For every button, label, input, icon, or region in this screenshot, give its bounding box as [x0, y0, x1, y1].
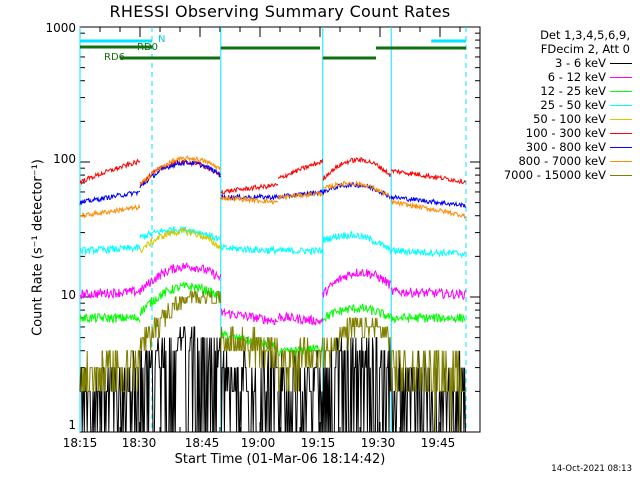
legend-item-label: 50 - 100 keV: [533, 112, 606, 126]
legend-swatch: [610, 174, 632, 176]
flag-label-rd6: RD6: [104, 52, 126, 63]
y-tick-label-10: 10: [60, 288, 76, 302]
legend-swatch: [610, 90, 632, 92]
x-tick-label: 18:45: [184, 436, 220, 450]
y-tick-label-1000: 1000: [45, 21, 76, 35]
legend-item-label: 800 - 7000 keV: [518, 154, 606, 168]
legend-item-label: 300 - 800 keV: [525, 140, 606, 154]
legend-item-label: 3 - 6 keV: [555, 56, 606, 70]
series-line-800-7000kev: [79, 155, 466, 220]
legend-item-label: 100 - 300 keV: [525, 126, 606, 140]
legend-item-label: 7000 - 15000 keV: [503, 168, 606, 182]
y-tick-label-1: 1: [68, 418, 76, 432]
y-tick-label-100: 100: [53, 152, 76, 166]
legend-swatch: [610, 76, 632, 78]
legend-swatch: [610, 146, 632, 148]
legend-item: 25 - 50 keV: [482, 98, 638, 112]
series-line-50-100kev: [139, 226, 222, 254]
series-line-25-50kev: [79, 226, 466, 259]
legend-item: 7000 - 15000 keV: [482, 168, 638, 182]
legend-swatch: [610, 160, 632, 162]
series-line-100-300kev: [79, 157, 466, 195]
x-tick-label: 18:15: [62, 436, 98, 450]
legend-item: 100 - 300 keV: [482, 126, 638, 140]
x-tick-label: 19:00: [240, 436, 276, 450]
legend-item: 50 - 100 keV: [482, 112, 638, 126]
x-tick-label: 19:45: [420, 436, 456, 450]
series-line-300-800kev: [79, 159, 466, 208]
legend-item: 3 - 6 keV: [482, 56, 638, 70]
legend-item: 800 - 7000 keV: [482, 154, 638, 168]
x-tick-label: 19:30: [360, 436, 396, 450]
x-tick-label: 19:15: [300, 436, 336, 450]
legend-header-line2: FDecim 2, Att 0: [540, 42, 630, 56]
series-line-3-6kev: [79, 326, 466, 433]
flag-label-rd0: RD0: [137, 42, 159, 53]
y-axis-label: Count Rate (s⁻¹ detector⁻¹): [30, 159, 46, 336]
legend-swatch: [610, 118, 632, 120]
series-line-6-12kev: [79, 261, 466, 326]
timestamp: 14-Oct-2021 08:13: [551, 464, 632, 474]
legend-swatch: [610, 104, 632, 106]
legend: Det 1,3,4,5,6,9, FDecim 2, Att 0 3 - 6 k…: [482, 28, 638, 182]
flag-label-n: N: [158, 34, 166, 45]
legend-item-label: 12 - 25 keV: [540, 84, 606, 98]
x-tick-label: 18:30: [121, 436, 157, 450]
legend-item: 300 - 800 keV: [482, 140, 638, 154]
legend-item-label: 6 - 12 keV: [547, 70, 606, 84]
x-axis-label: Start Time (01-Mar-06 18:14:42): [174, 452, 386, 467]
legend-header-line1: Det 1,3,4,5,6,9,: [540, 28, 630, 42]
legend-swatch: [610, 62, 632, 64]
chart-title: RHESSI Observing Summary Count Rates: [109, 2, 451, 21]
legend-swatch: [610, 132, 632, 134]
legend-item: 12 - 25 keV: [482, 84, 638, 98]
legend-item-label: 25 - 50 keV: [540, 98, 606, 112]
series-line-7000-15000kev: [80, 290, 466, 433]
legend-item: 6 - 12 keV: [482, 70, 638, 84]
